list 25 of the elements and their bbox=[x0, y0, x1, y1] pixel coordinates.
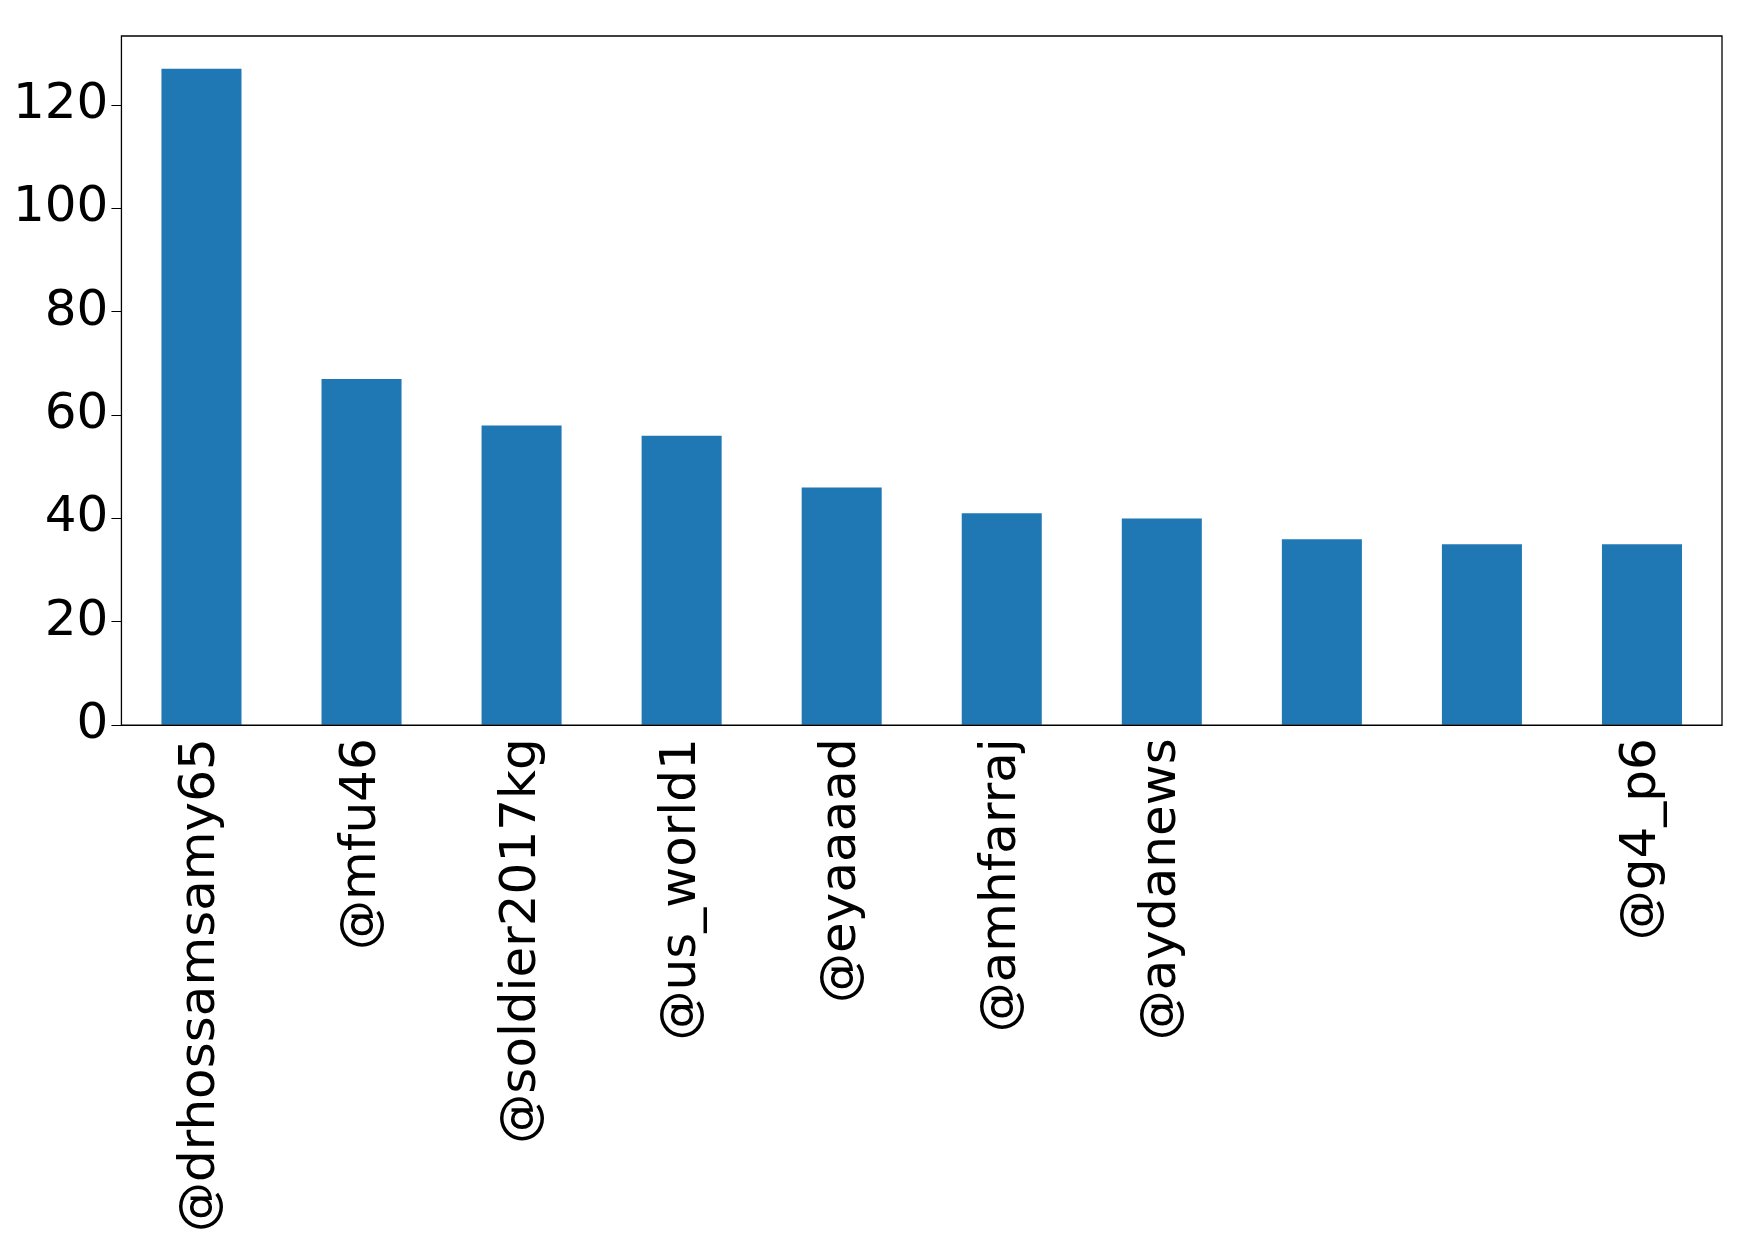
x-tick-label: @eyaaaad bbox=[808, 738, 867, 1003]
bar bbox=[161, 68, 242, 725]
bar bbox=[1121, 518, 1202, 725]
x-tick-label: @amhfarraj bbox=[968, 738, 1027, 1033]
x-tick-label: @aydanews bbox=[1128, 738, 1187, 1041]
bar bbox=[1281, 539, 1362, 725]
y-tick-label: 0 bbox=[76, 692, 109, 751]
bar bbox=[321, 378, 402, 725]
bar bbox=[641, 435, 722, 725]
x-tick-label: @soldier2017kg bbox=[488, 738, 547, 1144]
bar bbox=[481, 425, 562, 725]
x-tick-label: @drhossamsamy65 bbox=[168, 738, 227, 1232]
x-tick-label: @us_world1 bbox=[648, 738, 707, 1041]
x-tick-label: @mfu46 bbox=[328, 738, 387, 950]
bar bbox=[961, 513, 1042, 725]
y-tick-label: 100 bbox=[13, 175, 109, 234]
bar bbox=[801, 487, 882, 725]
y-tick-label: 80 bbox=[44, 278, 109, 337]
x-tick-label: @g4_p6 bbox=[1608, 738, 1667, 941]
y-tick-label: 40 bbox=[44, 485, 109, 544]
bar bbox=[1441, 544, 1522, 725]
y-tick-label: 20 bbox=[44, 588, 109, 647]
bar bbox=[1601, 544, 1682, 725]
y-tick-label: 120 bbox=[13, 71, 109, 130]
y-tick-label: 60 bbox=[44, 382, 109, 441]
